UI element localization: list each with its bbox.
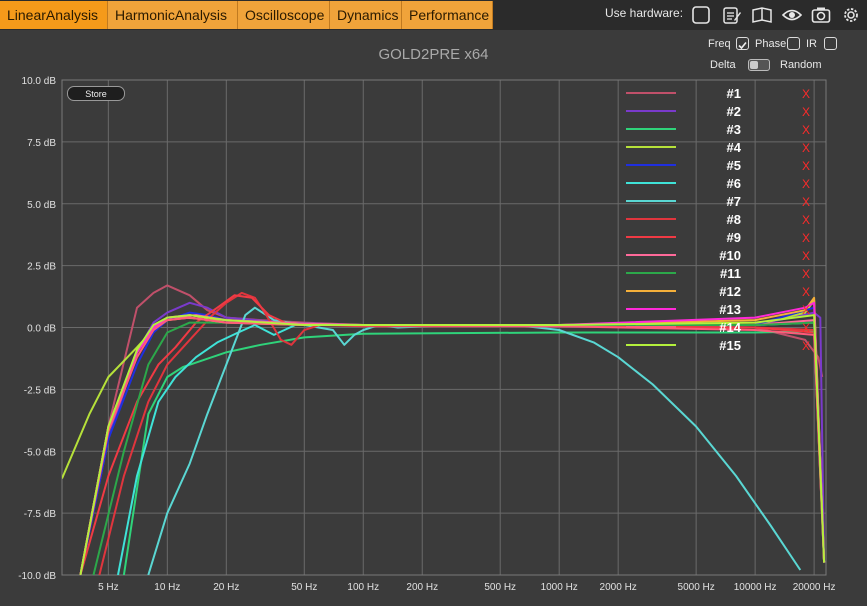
delta-random-toggle[interactable] [748, 59, 770, 71]
legend-label: #6 [727, 176, 741, 191]
checkmark-icon [738, 41, 747, 50]
x-tick-label: 5000 Hz [678, 582, 715, 593]
y-tick-label: -2.5 dB [24, 385, 57, 396]
tab-oscilloscope[interactable]: Oscilloscope [238, 1, 330, 29]
legend-label: #8 [727, 212, 741, 227]
legend-label: #10 [719, 248, 741, 263]
y-tick-label: -7.5 dB [24, 509, 57, 520]
series-line [147, 306, 802, 575]
freq-label: Freq [708, 38, 731, 50]
random-label: Random [780, 59, 822, 71]
x-tick-label: 500 Hz [484, 582, 516, 593]
remove-series-button[interactable]: X [802, 195, 810, 209]
series-line [79, 301, 826, 575]
eye-icon[interactable] [782, 5, 802, 25]
remove-series-button[interactable]: X [802, 141, 810, 155]
remove-series-button[interactable]: X [802, 303, 810, 317]
x-tick-label: 20000 Hz [793, 582, 836, 593]
plot-title: GOLD2PRE x64 [378, 46, 489, 63]
remove-series-button[interactable]: X [802, 123, 810, 137]
y-tick-label: 7.5 dB [27, 138, 56, 149]
x-tick-label: 5 Hz [98, 582, 119, 593]
tab-linear-analysis[interactable]: LinearAnalysis [0, 1, 108, 29]
phase-label: Phase [755, 38, 787, 50]
series-line [79, 316, 826, 575]
x-tick-label: 50 Hz [291, 582, 317, 593]
x-tick-label: 10000 Hz [734, 582, 777, 593]
legend-label: #3 [727, 122, 741, 137]
x-tick-label: 10 Hz [154, 582, 180, 593]
x-tick-label: 1000 Hz [541, 582, 578, 593]
legend-label: #12 [719, 284, 741, 299]
use-hardware-label: Use hardware: [605, 6, 684, 20]
series-line [117, 321, 826, 575]
tab-harmonic-analysis[interactable]: HarmonicAnalysis [108, 1, 238, 29]
tab-performance[interactable]: Performance [402, 1, 493, 29]
legend-label: #4 [727, 140, 742, 155]
camera-icon[interactable] [811, 5, 831, 25]
remove-series-button[interactable]: X [802, 339, 810, 353]
legend-label: #7 [727, 194, 741, 209]
series-line [122, 330, 826, 575]
tab-dynamics[interactable]: Dynamics [330, 1, 402, 29]
legend-label: #5 [727, 158, 741, 173]
store-button[interactable]: Store [67, 86, 125, 101]
legend-label: #11 [720, 266, 741, 281]
y-tick-label: -10.0 dB [18, 571, 56, 582]
series-line [79, 306, 826, 575]
legend-label: #2 [727, 104, 741, 119]
legend-label: #13 [719, 302, 741, 317]
legend-label: #15 [719, 338, 741, 353]
top-bar: LinearAnalysis HarmonicAnalysis Oscillos… [0, 0, 867, 30]
remove-series-button[interactable]: X [802, 87, 810, 101]
remove-series-button[interactable]: X [802, 105, 810, 119]
series-line [79, 296, 826, 575]
series-line [79, 314, 826, 575]
checkbox-icon[interactable] [691, 5, 711, 25]
x-tick-label: 200 Hz [406, 582, 438, 593]
ir-checkbox[interactable] [824, 37, 837, 50]
ir-label: IR [806, 38, 817, 50]
gear-icon[interactable] [841, 5, 861, 25]
y-tick-label: 0.0 dB [27, 324, 56, 335]
y-tick-label: 10.0 dB [22, 76, 57, 87]
remove-series-button[interactable]: X [802, 249, 810, 263]
x-tick-label: 20 Hz [213, 582, 239, 593]
y-tick-label: -5.0 dB [24, 447, 57, 458]
freq-checkbox[interactable] [736, 37, 749, 50]
x-tick-label: 2000 Hz [600, 582, 637, 593]
legend-label: #1 [727, 86, 741, 101]
delta-label: Delta [710, 59, 736, 71]
series-line [62, 299, 826, 563]
remove-series-button[interactable]: X [802, 321, 810, 335]
edit-icon[interactable] [722, 5, 742, 25]
legend-label: #9 [727, 230, 741, 245]
remove-series-button[interactable]: X [802, 267, 810, 281]
remove-series-button[interactable]: X [802, 231, 810, 245]
remove-series-button[interactable]: X [802, 177, 810, 191]
series-line [79, 314, 826, 575]
remove-series-button[interactable]: X [802, 159, 810, 173]
y-tick-label: 5.0 dB [27, 200, 56, 211]
book-icon[interactable] [752, 5, 772, 25]
series-line [79, 301, 826, 575]
remove-series-button[interactable]: X [802, 285, 810, 299]
x-tick-label: 100 Hz [347, 582, 379, 593]
legend-label: #14 [719, 320, 741, 335]
phase-checkbox[interactable] [787, 37, 800, 50]
remove-series-button[interactable]: X [802, 213, 810, 227]
y-tick-label: 2.5 dB [27, 262, 56, 273]
plot-frame [61, 79, 827, 576]
series-line [98, 291, 826, 575]
